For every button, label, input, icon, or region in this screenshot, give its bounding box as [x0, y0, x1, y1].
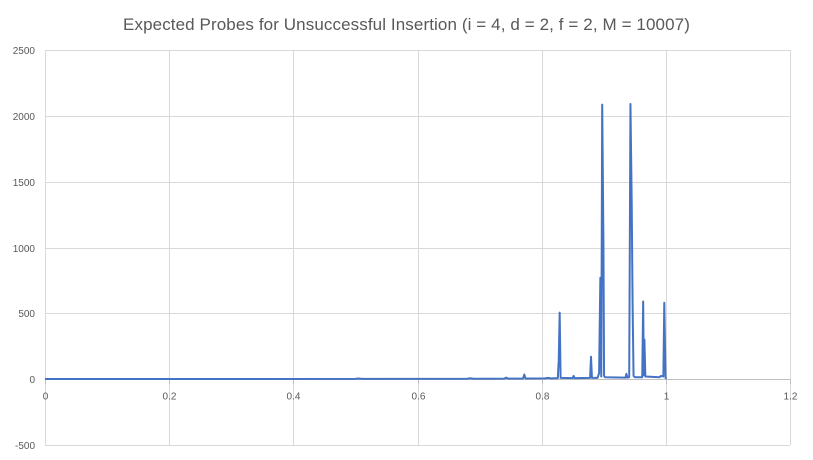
y-tick-label: -500 — [15, 441, 35, 452]
x-tick-label: 1.2 — [784, 392, 798, 403]
chart-title: Expected Probes for Unsuccessful Inserti… — [123, 15, 690, 34]
series-line — [44, 102, 667, 381]
x-tick-label: 0.4 — [287, 392, 301, 403]
y-tick-label: 1500 — [13, 178, 36, 189]
y-tick-label: 0 — [29, 375, 35, 386]
x-tick-label: 0.2 — [163, 392, 177, 403]
y-tick-label: 1000 — [13, 244, 36, 255]
x-tick-label: 0 — [43, 392, 49, 403]
x-tick-label: 0.6 — [412, 392, 426, 403]
y-tick-label: 2000 — [13, 112, 36, 123]
x-tick-label: 0.8 — [536, 392, 550, 403]
x-tick-label: 1 — [664, 392, 670, 403]
y-tick-label: 500 — [18, 309, 35, 320]
y-tick-label: 2500 — [13, 46, 36, 57]
